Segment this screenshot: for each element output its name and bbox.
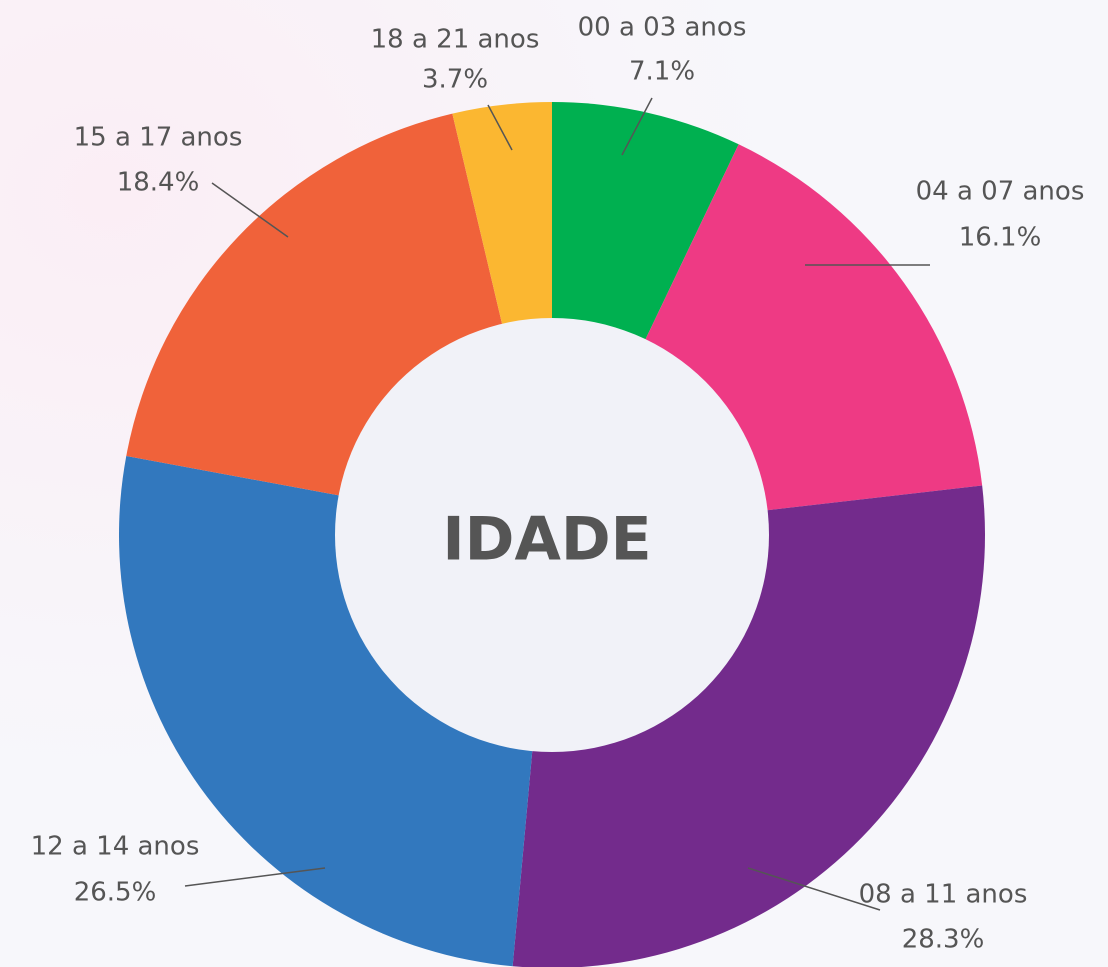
slice-label: 18 a 21 anos <box>371 25 540 55</box>
donut-hole <box>335 318 769 752</box>
value-label: 18.4% <box>117 168 200 198</box>
leader-line <box>184 867 326 887</box>
value-label: 3.7% <box>422 65 488 95</box>
leader-line <box>487 104 513 151</box>
slice-label: 12 a 14 anos <box>31 832 200 862</box>
value-label: 16.1% <box>959 223 1042 253</box>
value-label: 26.5% <box>74 878 157 908</box>
value-label: 28.3% <box>902 925 985 955</box>
leader-line <box>211 182 289 238</box>
center-label: IDADE <box>442 505 651 575</box>
value-label: 7.1% <box>629 57 695 87</box>
slice-label: 08 a 11 anos <box>859 880 1028 910</box>
slice-label: 00 a 03 anos <box>578 13 747 43</box>
slice-label: 04 a 07 anos <box>916 177 1085 207</box>
leader-line <box>621 97 653 156</box>
leader-line <box>747 867 881 911</box>
slice-label: 15 a 17 anos <box>74 123 243 153</box>
